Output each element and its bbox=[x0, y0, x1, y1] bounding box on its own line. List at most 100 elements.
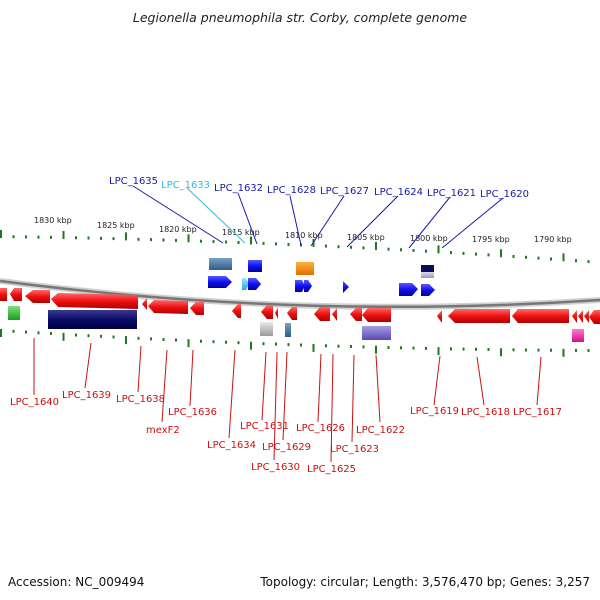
gene-feature[interactable] bbox=[578, 310, 583, 323]
gene-feature[interactable] bbox=[572, 329, 584, 342]
minor-tick bbox=[200, 339, 202, 343]
gene-feature[interactable] bbox=[248, 278, 261, 290]
minor-tick bbox=[537, 256, 540, 260]
minor-tick bbox=[212, 340, 215, 344]
minor-tick bbox=[262, 342, 265, 346]
gene-label-lpc-1638[interactable]: LPC_1638 bbox=[116, 394, 165, 405]
minor-tick bbox=[575, 348, 577, 352]
minor-tick bbox=[462, 347, 465, 351]
gene-feature[interactable] bbox=[295, 280, 305, 292]
minor-tick bbox=[325, 244, 327, 248]
gene-feature[interactable] bbox=[399, 283, 418, 296]
gene-label-lpc-1629[interactable]: LPC_1629 bbox=[262, 442, 311, 453]
gene-feature[interactable] bbox=[584, 310, 589, 323]
minor-tick bbox=[287, 243, 290, 246]
gene-feature[interactable] bbox=[148, 300, 188, 314]
minor-tick bbox=[275, 242, 277, 246]
major-tick bbox=[250, 236, 252, 245]
gene-label-mexf2[interactable]: mexF2 bbox=[146, 425, 180, 436]
gene-label-lpc-1636[interactable]: LPC_1636 bbox=[168, 407, 217, 418]
minor-tick bbox=[275, 342, 277, 346]
gene-feature[interactable] bbox=[142, 298, 147, 310]
gene-label-lpc-1634[interactable]: LPC_1634 bbox=[207, 440, 256, 451]
topology-text: Topology: circular; Length: 3,576,470 bp… bbox=[260, 575, 590, 589]
gene-feature[interactable] bbox=[248, 260, 262, 272]
gene-feature[interactable] bbox=[437, 310, 442, 323]
gene-feature[interactable] bbox=[589, 310, 600, 324]
gene-feature[interactable] bbox=[296, 262, 314, 275]
gene-feature[interactable] bbox=[343, 281, 349, 293]
minor-tick bbox=[50, 332, 52, 335]
gene-feature[interactable] bbox=[421, 265, 434, 278]
scale-label: 1790 kbp bbox=[534, 235, 572, 244]
gene-feature[interactable] bbox=[275, 307, 278, 319]
minor-tick bbox=[87, 334, 90, 338]
scale-labels: 1830 kbp 1825 kbp 1820 kbp 1815 kbp 1810… bbox=[34, 216, 572, 244]
gene-feature[interactable] bbox=[242, 278, 249, 290]
minor-tick bbox=[425, 346, 427, 350]
gene-label-lpc-1620[interactable]: LPC_1620 bbox=[480, 189, 529, 200]
gene-feature[interactable] bbox=[287, 307, 297, 320]
gene-feature[interactable] bbox=[512, 309, 569, 323]
gene-feature[interactable] bbox=[362, 326, 391, 340]
gene-feature[interactable] bbox=[48, 310, 137, 329]
gene-label-lpc-1618[interactable]: LPC_1618 bbox=[461, 407, 510, 418]
gene-label-lpc-1627[interactable]: LPC_1627 bbox=[320, 186, 369, 197]
minor-tick bbox=[162, 338, 165, 341]
minor-tick bbox=[337, 245, 340, 249]
gene-feature[interactable] bbox=[304, 280, 312, 292]
scale-label: 1820 kbp bbox=[159, 225, 197, 234]
gene-feature[interactable] bbox=[421, 284, 435, 296]
minor-tick bbox=[175, 238, 177, 242]
gene-feature[interactable] bbox=[448, 309, 510, 323]
gene-feature[interactable] bbox=[209, 258, 232, 270]
gene-label-lpc-1626[interactable]: LPC_1626 bbox=[296, 423, 345, 434]
minor-tick bbox=[25, 235, 27, 239]
gene-label-lpc-1623[interactable]: LPC_1623 bbox=[330, 444, 379, 455]
gene-feature[interactable] bbox=[261, 305, 273, 319]
gene-feature[interactable] bbox=[208, 276, 232, 288]
gene-feature[interactable] bbox=[232, 304, 241, 318]
gene-label-lpc-1630[interactable]: LPC_1630 bbox=[251, 462, 300, 473]
scale-ticks-top bbox=[0, 230, 590, 264]
gene-feature[interactable] bbox=[314, 307, 330, 321]
gene-label-lpc-1631[interactable]: LPC_1631 bbox=[240, 421, 289, 432]
major-tick bbox=[312, 343, 315, 352]
minor-tick bbox=[100, 334, 102, 338]
gene-feature[interactable] bbox=[51, 293, 138, 309]
gene-label-lpc-1633[interactable]: LPC_1633 bbox=[161, 180, 210, 191]
gene-label-lpc-1632[interactable]: LPC_1632 bbox=[214, 183, 263, 194]
minor-tick bbox=[87, 236, 90, 240]
gene-label-lpc-1622[interactable]: LPC_1622 bbox=[356, 425, 405, 436]
minor-tick bbox=[487, 253, 490, 257]
gene-feature[interactable] bbox=[0, 288, 7, 301]
gene-label-lpc-1625[interactable]: LPC_1625 bbox=[307, 464, 356, 475]
gene-feature[interactable] bbox=[25, 290, 50, 303]
gene-feature[interactable] bbox=[8, 306, 20, 320]
minor-tick bbox=[425, 249, 427, 253]
major-tick bbox=[125, 232, 127, 241]
gene-label-lpc-1621[interactable]: LPC_1621 bbox=[427, 188, 476, 199]
gene-feature[interactable] bbox=[260, 322, 273, 336]
minor-tick bbox=[112, 335, 115, 339]
gene-label-lpc-1640[interactable]: LPC_1640 bbox=[10, 397, 59, 408]
gene-label-lpc-1639[interactable]: LPC_1639 bbox=[62, 390, 111, 401]
gene-feature[interactable] bbox=[190, 302, 204, 315]
gene-label-lpc-1617[interactable]: LPC_1617 bbox=[513, 407, 562, 418]
minor-tick bbox=[350, 345, 352, 348]
gene-feature[interactable] bbox=[572, 310, 577, 323]
gene-label-lpc-1635[interactable]: LPC_1635 bbox=[109, 176, 158, 187]
minor-tick bbox=[175, 338, 177, 342]
gene-feature[interactable] bbox=[285, 323, 291, 337]
major-tick bbox=[250, 341, 252, 350]
bottom-leader-lines bbox=[33, 338, 542, 463]
gene-label-lpc-1619[interactable]: LPC_1619 bbox=[410, 406, 459, 417]
minor-tick bbox=[475, 347, 477, 351]
gene-feature[interactable] bbox=[350, 308, 362, 321]
gene-label-lpc-1624[interactable]: LPC_1624 bbox=[374, 187, 423, 198]
gene-label-lpc-1628[interactable]: LPC_1628 bbox=[267, 185, 316, 196]
gene-feature[interactable] bbox=[362, 308, 391, 322]
gene-feature[interactable] bbox=[10, 288, 22, 301]
gene-feature[interactable] bbox=[332, 308, 337, 321]
minor-tick bbox=[337, 344, 340, 348]
